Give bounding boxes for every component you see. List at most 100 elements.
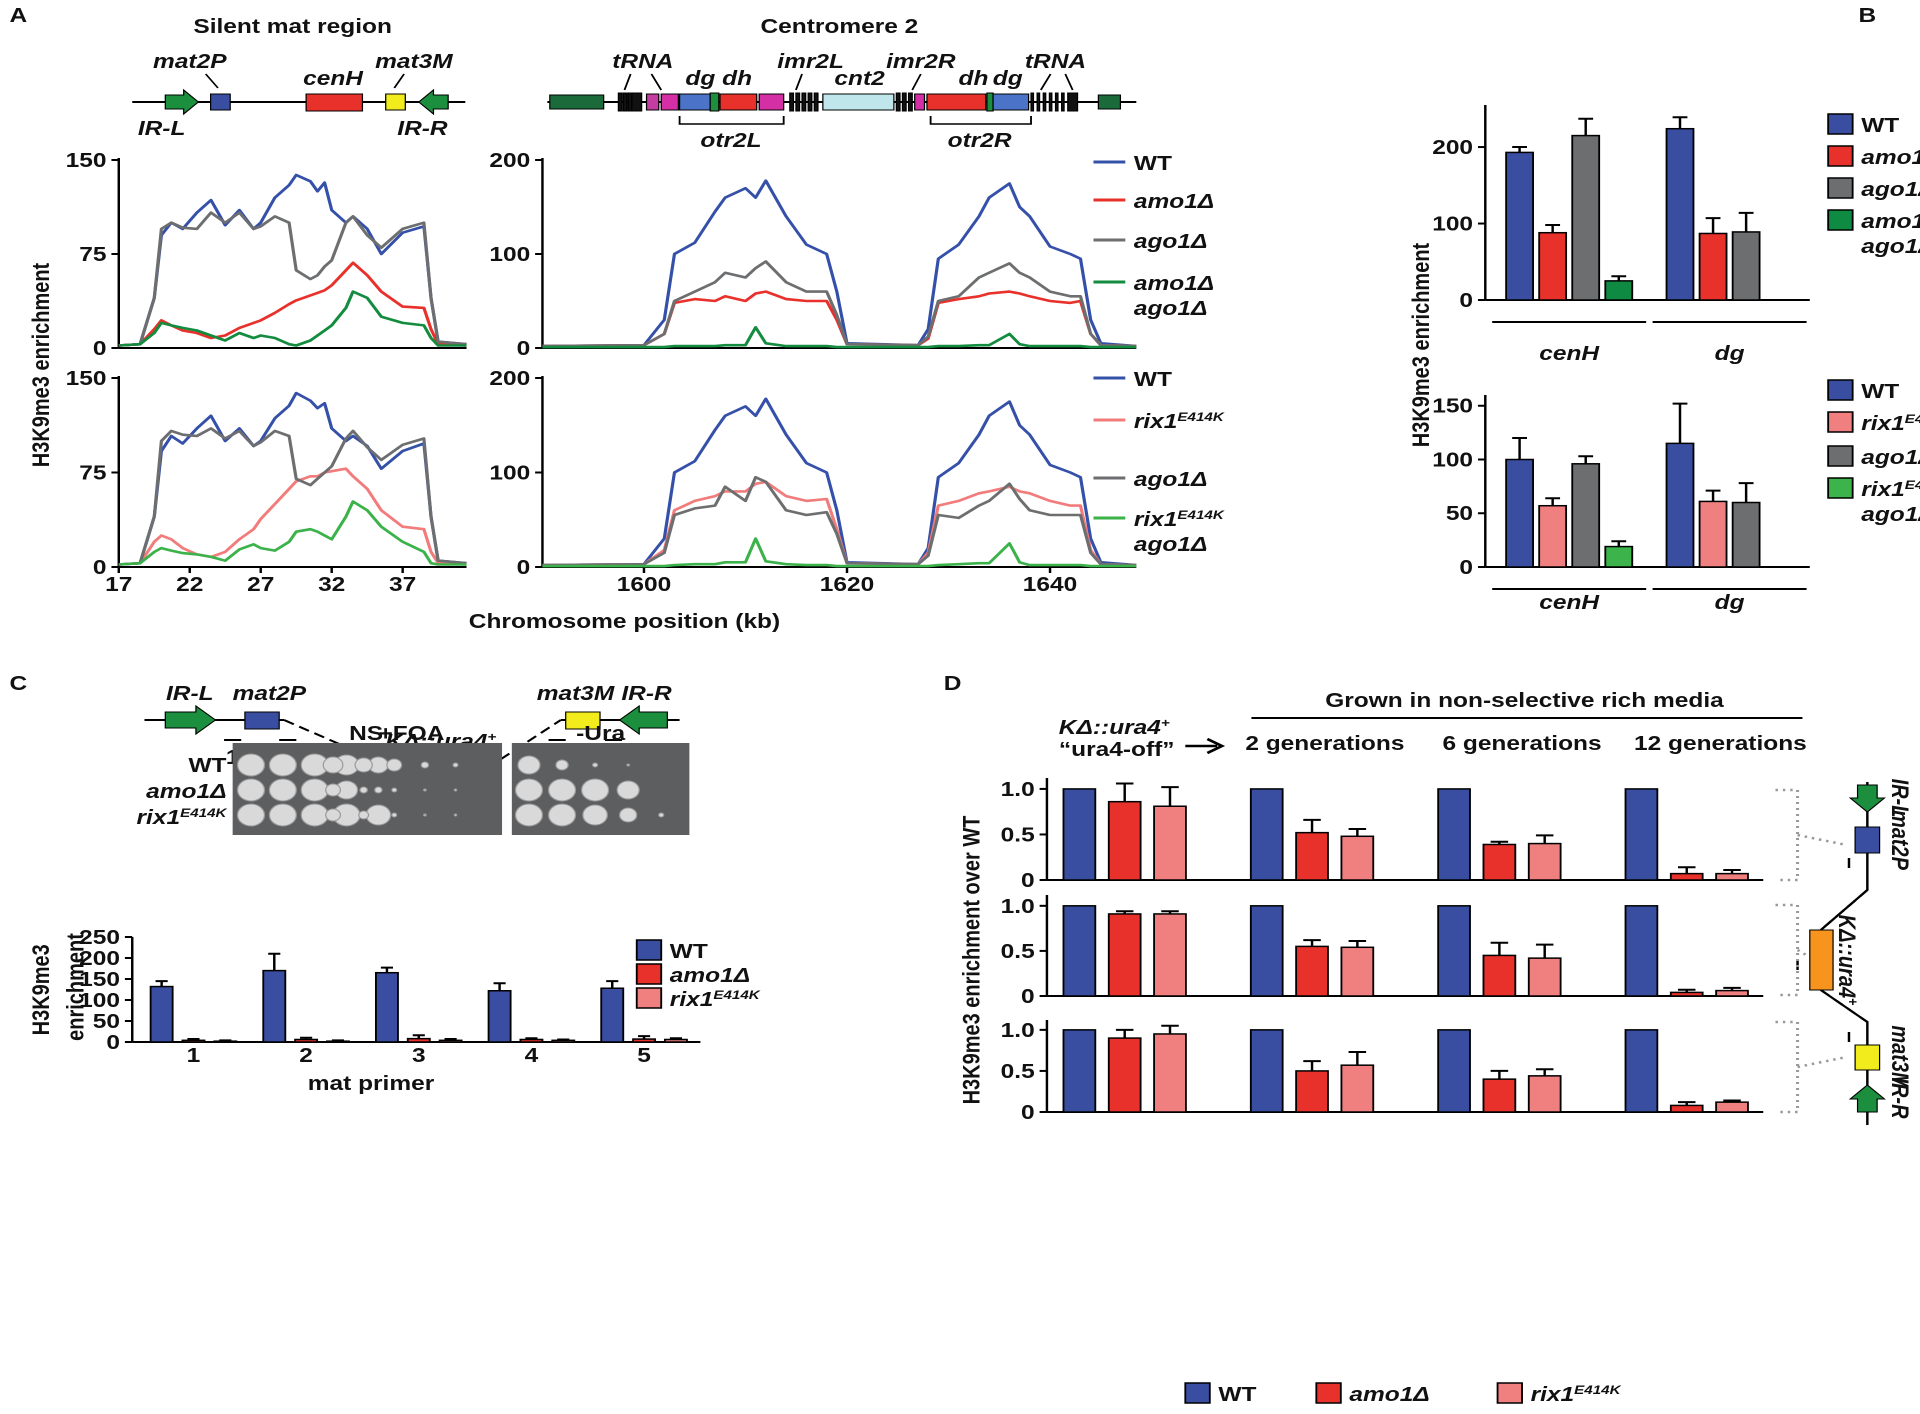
bar (1249, 1029, 1284, 1113)
gene-label: imr2R (886, 50, 955, 72)
error-bar (1490, 1069, 1509, 1080)
y-tick-label: 100 (489, 462, 530, 484)
bar (1731, 501, 1761, 568)
x-axis-label: mat primer (308, 1072, 435, 1094)
error-bar (493, 982, 506, 991)
y-axis-label: H3K9me3 enrichment (1407, 242, 1434, 447)
gene-box (210, 93, 231, 111)
legend-label: amo1Δ (1349, 1383, 1429, 1405)
legend-label: rix1E414K ago1Δ (1134, 507, 1231, 555)
colony-spot (420, 761, 430, 769)
colony-spot (268, 778, 297, 802)
colony-spot (322, 756, 344, 774)
centromere-element (789, 92, 795, 112)
bar (1062, 788, 1097, 881)
error-bar (1303, 1060, 1321, 1071)
x-tick-label: 32 (318, 573, 345, 595)
bar (1698, 232, 1728, 301)
bar (1505, 151, 1534, 301)
x-tick-label: 3 (412, 1044, 426, 1066)
y-tick-label: 150 (66, 149, 107, 171)
error-bar (1672, 116, 1688, 129)
data-line (542, 326, 1137, 349)
error-bar (412, 1034, 425, 1039)
error-bar (1578, 117, 1594, 136)
bar (406, 1037, 431, 1043)
centromere-element (926, 93, 987, 111)
bar (1249, 788, 1284, 881)
centromere-element (660, 93, 679, 111)
error-bar (444, 1038, 457, 1041)
legend-swatch (1827, 209, 1854, 231)
centromere-element (801, 92, 807, 112)
dotted-connector (1775, 788, 1847, 1114)
y-axis-label: H3K9me3 enrichment over WT (958, 815, 985, 1104)
error-bar (1611, 275, 1627, 281)
bar (1731, 231, 1761, 301)
colony-spot (517, 755, 541, 775)
bar (1527, 957, 1562, 997)
error-bar (1161, 786, 1179, 807)
gene-label: imr2L (777, 50, 844, 72)
error-bar (155, 980, 168, 987)
y-axis-label: H3K9me3 enrichment (27, 933, 89, 1041)
strain-label: amo1Δ (146, 780, 226, 802)
x-tick-label: 1600 (617, 573, 671, 595)
legend-swatch (635, 987, 663, 1009)
legend-swatch (1827, 113, 1854, 135)
bar (1538, 504, 1568, 568)
y-tick-label: 150 (66, 367, 107, 389)
bar (1437, 905, 1471, 997)
y-tick-label: 1.0 (1001, 778, 1035, 800)
centromere-element (1042, 92, 1047, 112)
bar (1295, 945, 1329, 997)
x-tick-label: dg (1715, 591, 1745, 613)
data-line (542, 260, 1137, 348)
bar (1538, 231, 1568, 301)
y-tick-label: 0 (93, 337, 107, 359)
error-bar (1512, 146, 1527, 153)
colony-spot (581, 778, 610, 802)
gene-label: mat3M (375, 50, 453, 72)
centromere-element (895, 92, 901, 112)
colony-spot (300, 803, 329, 827)
legend-label: rix1E414K (1861, 411, 1920, 434)
y-tick-label: 150 (79, 968, 120, 990)
y-tick-label: 75 (79, 462, 106, 484)
gene-arrow (417, 88, 449, 116)
error-bar (1545, 224, 1561, 233)
centromere-element (631, 92, 643, 112)
legend-label: ago1Δ (1134, 468, 1208, 490)
colony-spot (582, 804, 608, 826)
y-tick-label: 200 (79, 947, 120, 969)
bar (1437, 788, 1471, 881)
bar (551, 1039, 576, 1043)
y-tick-label: 100 (79, 989, 120, 1011)
x-axis-label: Chromosome position (kb) (469, 610, 780, 632)
gene-label: IR-R (621, 682, 671, 704)
gene-label: mat2P (153, 50, 227, 72)
colony-spot (386, 758, 403, 772)
column-label: 2 generations (1245, 732, 1404, 754)
error-bar (1677, 1101, 1696, 1106)
error-bar (1490, 840, 1509, 845)
colony-spot (453, 788, 458, 792)
error-bar (638, 1035, 651, 1040)
bar (1571, 134, 1601, 301)
centromere-element (992, 93, 1030, 111)
colony-spot (453, 813, 458, 817)
bar (519, 1038, 544, 1043)
x-tick-label: 27 (247, 573, 274, 595)
bar (1624, 1029, 1659, 1113)
data-line (118, 261, 467, 347)
y-tick-label: 0 (1021, 1101, 1035, 1123)
bar (1340, 835, 1375, 881)
error-bar (1677, 866, 1696, 874)
y-axis-label: H3K9me3 enrichment (27, 262, 54, 467)
y-tick-label: 100 (1432, 449, 1473, 471)
colony-spot (592, 762, 599, 768)
gene-box (305, 93, 364, 112)
legend-swatch (1827, 411, 1854, 433)
bar (1624, 788, 1659, 881)
